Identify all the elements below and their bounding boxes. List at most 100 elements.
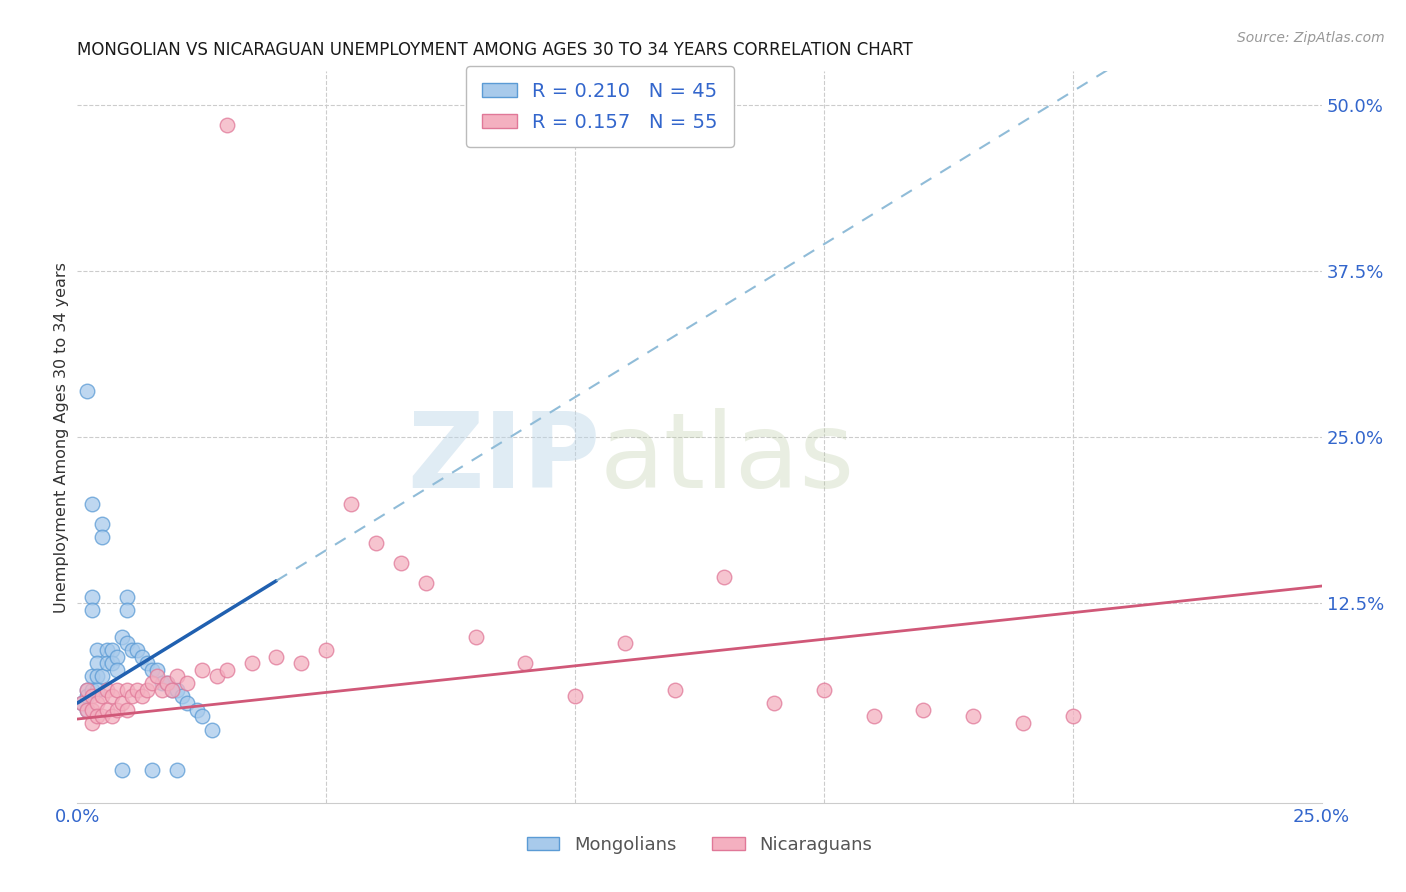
Point <box>166 682 188 697</box>
Point <box>176 676 198 690</box>
Point <box>166 669 188 683</box>
Point <box>1062 709 1084 723</box>
Point <box>564 690 586 704</box>
Point <box>156 676 179 690</box>
Point <box>150 682 173 697</box>
Point <box>266 649 288 664</box>
Point <box>115 682 138 697</box>
Point <box>136 656 159 670</box>
Point <box>125 643 148 657</box>
Point <box>76 703 98 717</box>
Legend: Mongolians, Nicaraguans: Mongolians, Nicaraguans <box>520 829 879 861</box>
Point <box>170 690 193 704</box>
Point <box>166 763 188 777</box>
Point <box>91 530 114 544</box>
Point <box>186 703 208 717</box>
Point <box>82 669 104 683</box>
Point <box>111 696 134 710</box>
Point <box>150 676 173 690</box>
Point <box>340 497 363 511</box>
Point <box>72 696 94 710</box>
Point <box>115 590 138 604</box>
Point <box>86 656 108 670</box>
Point <box>82 690 104 704</box>
Point <box>86 669 108 683</box>
Text: MONGOLIAN VS NICARAGUAN UNEMPLOYMENT AMONG AGES 30 TO 34 YEARS CORRELATION CHART: MONGOLIAN VS NICARAGUAN UNEMPLOYMENT AMO… <box>77 41 912 59</box>
Point <box>96 703 118 717</box>
Point <box>146 663 169 677</box>
Point <box>813 682 835 697</box>
Point <box>82 716 104 731</box>
Text: Source: ZipAtlas.com: Source: ZipAtlas.com <box>1237 31 1385 45</box>
Point <box>763 696 786 710</box>
Point <box>96 656 118 670</box>
Point <box>121 690 143 704</box>
Point <box>101 690 124 704</box>
Point <box>76 682 98 697</box>
Point <box>86 709 108 723</box>
Point <box>105 682 128 697</box>
Point <box>146 669 169 683</box>
Point <box>215 118 238 132</box>
Point <box>115 603 138 617</box>
Point <box>415 576 437 591</box>
Point <box>290 656 312 670</box>
Point <box>72 696 94 710</box>
Point <box>91 709 114 723</box>
Point <box>1012 716 1035 731</box>
Point <box>131 649 153 664</box>
Point <box>364 536 387 550</box>
Point <box>613 636 636 650</box>
Point <box>176 696 198 710</box>
Y-axis label: Unemployment Among Ages 30 to 34 years: Unemployment Among Ages 30 to 34 years <box>53 261 69 613</box>
Point <box>76 682 98 697</box>
Point <box>160 682 183 697</box>
Point <box>82 703 104 717</box>
Point <box>191 663 214 677</box>
Point <box>76 703 98 717</box>
Point <box>912 703 935 717</box>
Point <box>125 682 148 697</box>
Point <box>86 682 108 697</box>
Point <box>215 663 238 677</box>
Point <box>91 690 114 704</box>
Point <box>664 682 686 697</box>
Text: ZIP: ZIP <box>406 408 600 510</box>
Point <box>111 763 134 777</box>
Point <box>86 696 108 710</box>
Point <box>105 663 128 677</box>
Point <box>82 603 104 617</box>
Point <box>240 656 263 670</box>
Point <box>115 703 138 717</box>
Point <box>201 723 224 737</box>
Point <box>96 643 118 657</box>
Point <box>136 682 159 697</box>
Point <box>82 590 104 604</box>
Point <box>191 709 214 723</box>
Point <box>141 676 163 690</box>
Point <box>76 690 98 704</box>
Point <box>205 669 228 683</box>
Point <box>91 669 114 683</box>
Point <box>713 570 735 584</box>
Point <box>121 643 143 657</box>
Point <box>141 663 163 677</box>
Point <box>82 682 104 697</box>
Point <box>82 497 104 511</box>
Point <box>515 656 537 670</box>
Point <box>156 676 179 690</box>
Point <box>131 690 153 704</box>
Point <box>101 643 124 657</box>
Point <box>76 384 98 398</box>
Point <box>141 763 163 777</box>
Point <box>101 709 124 723</box>
Point <box>464 630 486 644</box>
Point <box>389 557 412 571</box>
Point <box>115 636 138 650</box>
Point <box>111 630 134 644</box>
Point <box>315 643 337 657</box>
Point <box>160 682 183 697</box>
Point <box>862 709 884 723</box>
Point <box>962 709 984 723</box>
Point <box>91 516 114 531</box>
